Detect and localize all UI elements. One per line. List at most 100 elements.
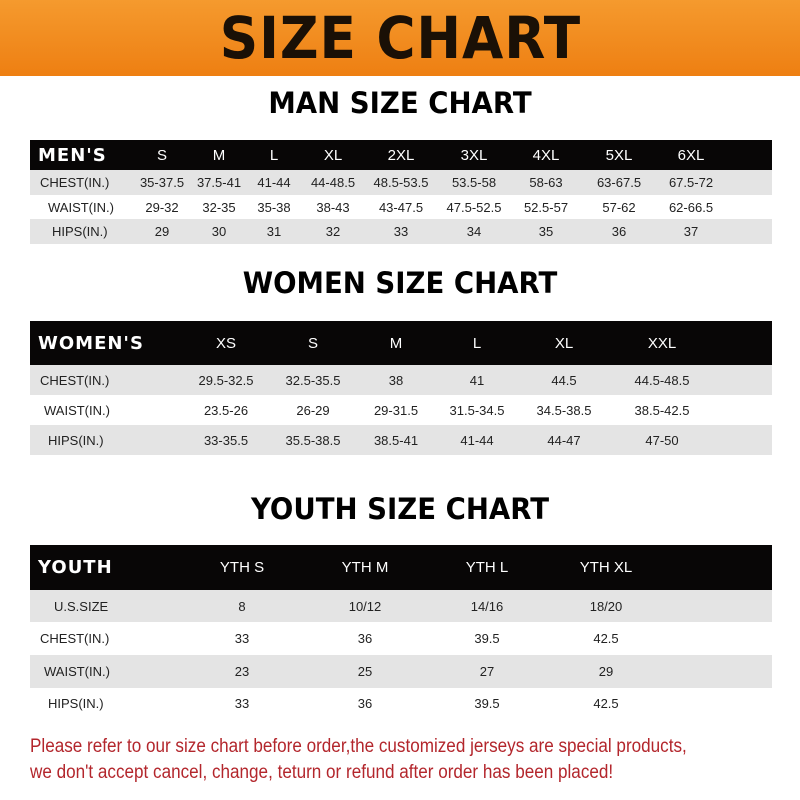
size-header: L [269, 146, 279, 164]
row-label: WAIST(IN.) [48, 199, 114, 215]
table-cell: 37 [683, 224, 699, 239]
table-cell: 57-62 [602, 199, 636, 215]
table-row: U.S.SIZE 8 10/12 14/16 18/20 [30, 590, 772, 622]
table-cell: 42.5 [593, 696, 619, 711]
table-cell: 53.5-58 [451, 175, 497, 190]
table-cell: 44.5-48.5 [634, 372, 690, 388]
table-cell: 52.5-57 [523, 199, 569, 215]
table-cell: 25 [357, 664, 373, 679]
size-header: YTH M [341, 559, 389, 576]
table-cell: 47-50 [645, 432, 679, 448]
men-header-label: MEN'S [38, 144, 107, 166]
men-header-row: MEN'S S M L XL 2XL 3XL 4XL 5XL 6XL [30, 140, 772, 170]
women-header-label: WOMEN'S [38, 332, 144, 354]
size-header: L [472, 334, 482, 352]
table-cell: 29.5-32.5 [198, 372, 254, 388]
size-header: 4XL [532, 146, 560, 164]
size-header: YTH XL [579, 559, 633, 576]
table-cell: 36 [357, 696, 373, 711]
youth-header-row: YOUTH YTH S YTH M YTH L YTH XL [30, 545, 772, 590]
table-row: HIPS(IN.) 33-35.5 35.5-38.5 38.5-41 41-44 44-… [30, 425, 772, 455]
table-cell: 38-43 [316, 199, 350, 215]
table-cell: 63-67.5 [596, 175, 642, 190]
table-cell: 36 [611, 224, 627, 239]
table-cell: 29-31.5 [373, 402, 419, 418]
table-cell: 29 [598, 664, 614, 679]
table-cell: 32 [325, 224, 341, 239]
table-cell: 35.5-38.5 [285, 432, 341, 448]
row-label: HIPS(IN.) [48, 432, 104, 448]
size-header: YTH S [219, 559, 265, 576]
table-cell: 35 [538, 224, 554, 239]
size-header: 2XL [387, 146, 415, 164]
table-cell: 30 [211, 224, 227, 239]
table-cell: 41 [469, 372, 485, 388]
table-cell: 33 [234, 696, 250, 711]
size-header: M [389, 334, 403, 352]
table-cell: 18/20 [589, 598, 623, 614]
table-cell: 33-35.5 [203, 432, 249, 448]
women-header-row: WOMEN'S XS S M L XL XXL [30, 321, 772, 365]
table-cell: 58-63 [529, 175, 563, 190]
size-header: S [307, 334, 319, 352]
table-cell: 37.5-41 [196, 175, 242, 190]
table-cell: 35-37.5 [139, 175, 185, 190]
table-row: HIPS(IN.) 29 30 31 32 33 34 35 36 37 [30, 219, 772, 244]
table-cell: 38.5-41 [373, 432, 419, 448]
size-header: 6XL [677, 146, 705, 164]
table-cell: 23 [234, 664, 250, 679]
table-cell: 29 [154, 224, 170, 239]
table-cell: 35-38 [257, 199, 291, 215]
table-cell: 27 [479, 664, 495, 679]
table-cell: 42.5 [593, 631, 619, 646]
row-label: CHEST(IN.) [40, 372, 110, 388]
table-cell: 32-35 [202, 199, 236, 215]
table-cell: 33 [234, 631, 250, 646]
table-cell: 41-44 [257, 175, 291, 190]
youth-title: YOUTH SIZE CHART [250, 492, 550, 526]
table-cell: 32.5-35.5 [285, 372, 341, 388]
size-header: XL [323, 146, 343, 164]
men-title: MAN SIZE CHART [268, 86, 532, 120]
size-header: 5XL [605, 146, 633, 164]
size-header: XXL [647, 334, 677, 352]
table-row: HIPS(IN.) 33 36 39.5 42.5 [30, 688, 772, 719]
table-cell: 29-32 [145, 199, 179, 215]
table-cell: 44-47 [547, 432, 581, 448]
table-cell: 47.5-52.5 [446, 199, 502, 215]
table-row: CHEST(IN.) 29.5-32.5 32.5-35.5 38 41 44.5 44.5… [30, 365, 772, 395]
table-cell: 62-66.5 [668, 199, 714, 215]
table-cell: 48.5-53.5 [373, 175, 429, 190]
size-header: XL [554, 334, 574, 352]
table-cell: 34.5-38.5 [536, 402, 592, 418]
table-cell: 39.5 [474, 631, 500, 646]
size-header: S [156, 146, 168, 164]
table-cell: 44-48.5 [310, 175, 356, 190]
table-cell: 41-44 [460, 432, 494, 448]
table-cell: 67.5-72 [668, 175, 714, 190]
row-label: CHEST(IN.) [40, 175, 110, 190]
table-cell: 38.5-42.5 [634, 402, 690, 418]
table-cell: 8 [238, 598, 246, 614]
row-label: U.S.SIZE [54, 598, 109, 614]
table-cell: 31.5-34.5 [449, 402, 505, 418]
size-header: 3XL [460, 146, 488, 164]
banner-title: SIZE CHART [219, 4, 581, 72]
table-cell: 33 [393, 224, 409, 239]
youth-header-label: YOUTH [38, 557, 113, 578]
order-note: Please refer to our size chart before or… [30, 734, 790, 786]
table-cell: 14/16 [470, 598, 504, 614]
banner: SIZE CHART [0, 0, 800, 76]
row-label: WAIST(IN.) [44, 402, 110, 418]
table-cell: 38 [388, 372, 404, 388]
table-cell: 26-29 [296, 402, 330, 418]
note-line-1: Please refer to our size chart before or… [30, 736, 687, 757]
table-cell: 10/12 [348, 598, 382, 614]
table-row: WAIST(IN.) 23 25 27 29 [30, 655, 772, 688]
table-row: CHEST(IN.) 35-37.5 37.5-41 41-44 44-48.5 48.5… [30, 170, 772, 195]
women-title: WOMEN SIZE CHART [242, 266, 558, 300]
table-row: WAIST(IN.) 23.5-26 26-29 29-31.5 31.5-34.5 34… [30, 395, 772, 425]
size-header: YTH L [465, 559, 509, 576]
table-row: WAIST(IN.) 29-32 32-35 35-38 38-43 43-47.5 47.… [30, 195, 772, 219]
row-label: CHEST(IN.) [40, 631, 110, 646]
